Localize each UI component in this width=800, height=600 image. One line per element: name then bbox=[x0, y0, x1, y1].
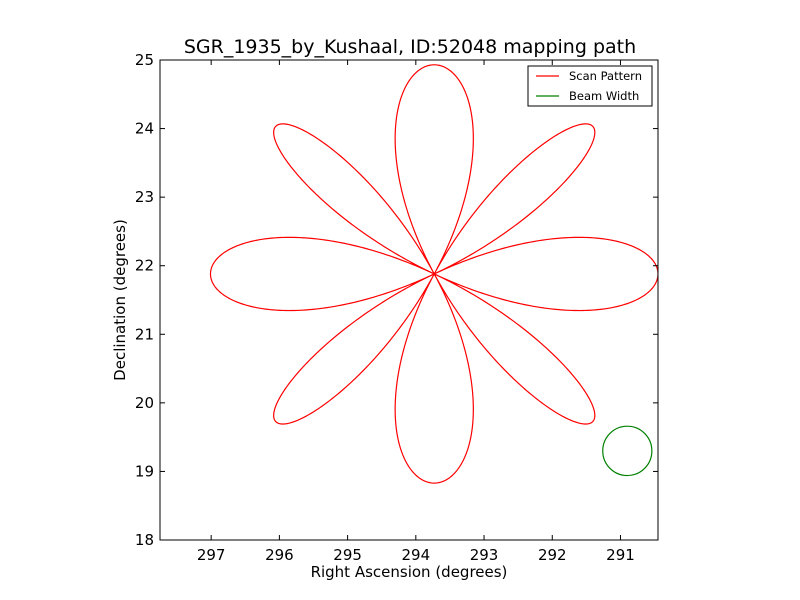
legend-label-scan-pattern: Scan Pattern bbox=[569, 69, 642, 83]
y-tick-label: 25 bbox=[135, 51, 154, 69]
legend-label-beam-width: Beam Width bbox=[569, 89, 639, 103]
y-axis-label: Declination (degrees) bbox=[111, 219, 129, 381]
y-tick-label: 23 bbox=[135, 188, 154, 206]
plot-series-layer bbox=[209, 64, 658, 484]
x-tick-label: 297 bbox=[197, 546, 226, 564]
legend-box bbox=[527, 65, 653, 107]
x-axis-label: Right Ascension (degrees) bbox=[311, 563, 508, 581]
x-tick-label: 292 bbox=[538, 546, 567, 564]
chart-title: SGR_1935_by_Kushaal, ID:52048 mapping pa… bbox=[184, 36, 636, 58]
y-tick-label: 22 bbox=[135, 257, 154, 275]
y-tick-label: 20 bbox=[135, 394, 154, 412]
x-tick-label: 295 bbox=[333, 546, 362, 564]
y-tick-label: 19 bbox=[135, 462, 154, 480]
axis-ticks: 297 296 295 294 293 292 291 18 19 20 21 22 23 24 25 bbox=[135, 51, 658, 564]
y-tick-label: 18 bbox=[135, 531, 154, 549]
x-tick-label: 293 bbox=[470, 546, 499, 564]
scan-pattern-line bbox=[209, 64, 658, 484]
y-tick-label: 21 bbox=[135, 325, 154, 343]
x-tick-label: 294 bbox=[402, 546, 431, 564]
y-tick-label: 24 bbox=[135, 120, 154, 138]
x-tick-label: 296 bbox=[265, 546, 294, 564]
x-tick-label: 291 bbox=[606, 546, 635, 564]
beam-width-circle bbox=[602, 425, 653, 477]
legend: Scan Pattern Beam Width bbox=[527, 65, 653, 107]
plot-frame bbox=[159, 59, 659, 541]
